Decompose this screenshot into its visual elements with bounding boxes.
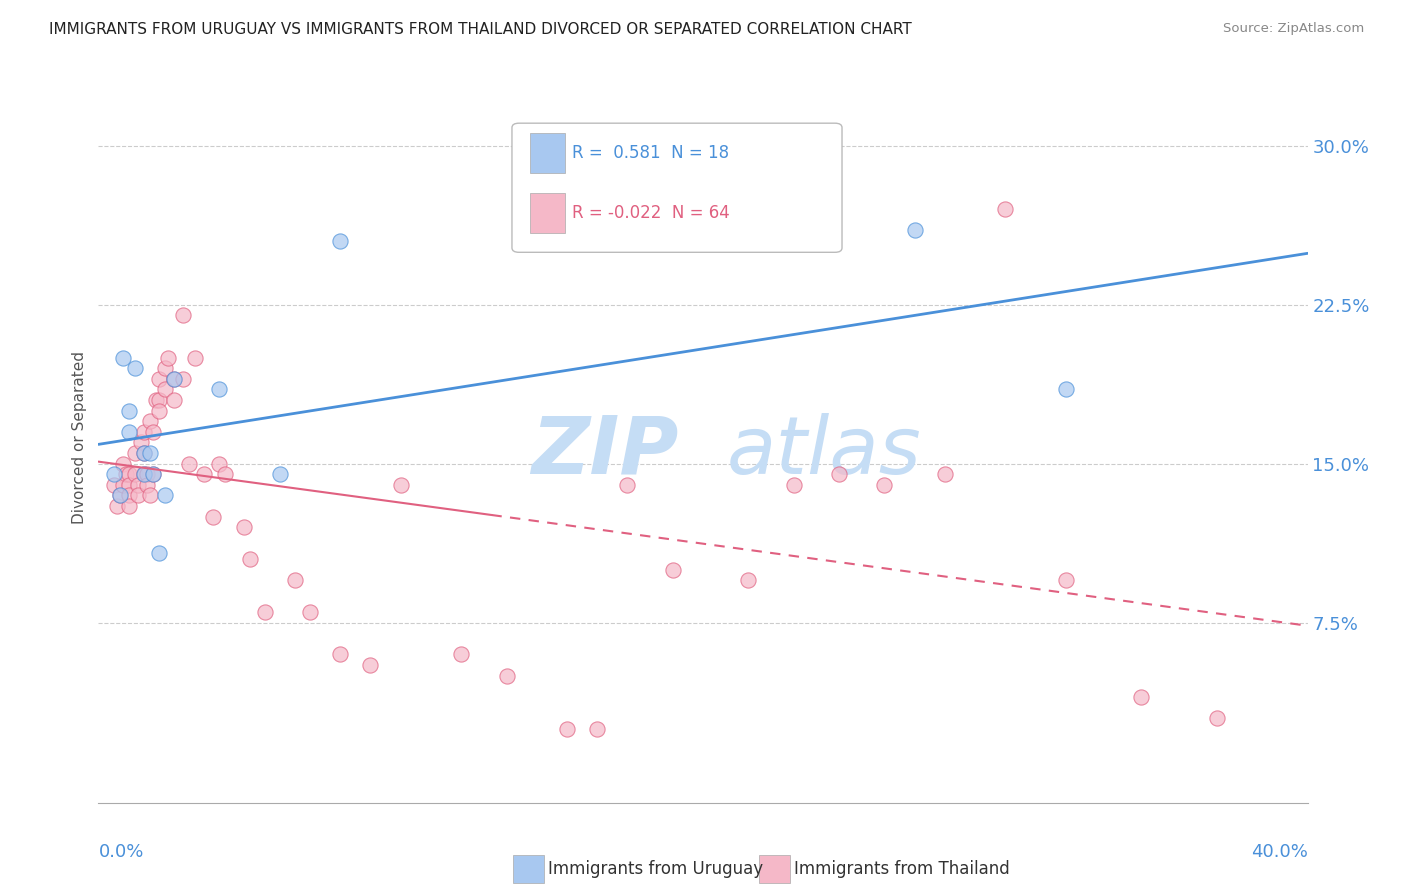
Point [253, 605, 276, 619]
Text: 0.0%: 0.0% [98, 843, 143, 861]
Point [163, 392, 186, 407]
Point [299, 605, 322, 619]
Point [329, 648, 352, 662]
Point [142, 425, 165, 439]
Point [105, 499, 128, 513]
Text: ZIP: ZIP [531, 413, 679, 491]
Point [132, 467, 155, 482]
Point [124, 446, 146, 460]
Point [904, 223, 927, 237]
Point [127, 488, 149, 502]
Point [873, 477, 896, 491]
Point [153, 361, 176, 376]
Point [1206, 711, 1229, 725]
Point [108, 488, 131, 502]
Point [232, 520, 254, 534]
Point [153, 488, 176, 502]
Point [142, 467, 165, 482]
Point [148, 546, 170, 560]
Point [148, 372, 170, 386]
Point [163, 372, 186, 386]
Point [111, 477, 134, 491]
Point [135, 477, 157, 491]
Point [184, 351, 207, 365]
Point [495, 668, 517, 682]
Point [179, 457, 201, 471]
Point [103, 477, 125, 491]
Point [132, 467, 155, 482]
Point [269, 467, 291, 482]
Point [153, 383, 176, 397]
Point [124, 467, 146, 482]
Point [586, 722, 609, 736]
Point [145, 392, 167, 407]
Point [616, 477, 638, 491]
Point [555, 722, 578, 736]
Point [118, 488, 141, 502]
Point [239, 552, 262, 566]
Text: Immigrants from Thailand: Immigrants from Thailand [794, 860, 1010, 878]
Point [148, 403, 170, 417]
Point [208, 457, 231, 471]
Point [127, 477, 149, 491]
Point [163, 372, 186, 386]
Point [214, 467, 236, 482]
Point [284, 573, 307, 587]
Point [208, 383, 231, 397]
Point [360, 658, 382, 673]
Text: R = -0.022  N = 64: R = -0.022 N = 64 [572, 204, 730, 222]
Point [783, 477, 806, 491]
Point [118, 403, 141, 417]
Point [111, 457, 134, 471]
Point [139, 446, 162, 460]
Point [1054, 573, 1077, 587]
Text: Source: ZipAtlas.com: Source: ZipAtlas.com [1223, 22, 1364, 36]
Point [118, 425, 141, 439]
Point [389, 477, 412, 491]
Point [124, 361, 146, 376]
Point [114, 467, 136, 482]
Point [139, 488, 162, 502]
Point [1054, 383, 1077, 397]
Point [737, 573, 759, 587]
Point [132, 425, 155, 439]
Point [156, 351, 179, 365]
Point [129, 435, 152, 450]
Point [1130, 690, 1153, 704]
Point [193, 467, 215, 482]
Point [132, 446, 155, 460]
Point [148, 392, 170, 407]
Text: IMMIGRANTS FROM URUGUAY VS IMMIGRANTS FROM THAILAND DIVORCED OR SEPARATED CORREL: IMMIGRANTS FROM URUGUAY VS IMMIGRANTS FR… [49, 22, 912, 37]
Point [329, 234, 352, 248]
Point [135, 467, 157, 482]
Text: 40.0%: 40.0% [1251, 843, 1308, 861]
Point [828, 467, 851, 482]
Point [172, 308, 194, 322]
Text: Immigrants from Uruguay: Immigrants from Uruguay [548, 860, 763, 878]
Y-axis label: Divorced or Separated: Divorced or Separated [72, 351, 87, 524]
Point [118, 499, 141, 513]
Point [142, 467, 165, 482]
Point [111, 351, 134, 365]
Point [994, 202, 1017, 216]
Point [934, 467, 956, 482]
Point [118, 477, 141, 491]
Point [661, 563, 683, 577]
Point [139, 414, 162, 428]
Point [118, 467, 141, 482]
Point [450, 648, 472, 662]
Text: atlas: atlas [727, 413, 922, 491]
Point [132, 446, 155, 460]
Point [172, 372, 194, 386]
Text: R =  0.581  N = 18: R = 0.581 N = 18 [572, 145, 730, 162]
Point [103, 467, 125, 482]
Point [108, 488, 131, 502]
Point [202, 509, 225, 524]
